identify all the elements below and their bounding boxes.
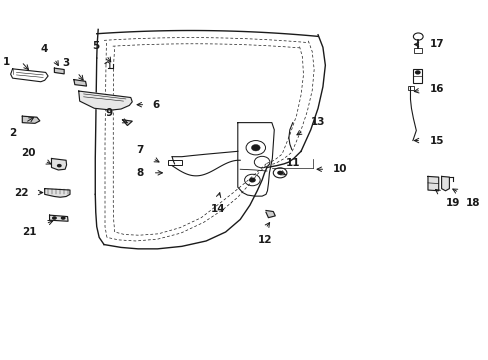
Text: 2: 2 — [9, 128, 17, 138]
Polygon shape — [54, 68, 64, 74]
Text: 9: 9 — [105, 108, 112, 118]
Text: 14: 14 — [211, 204, 225, 215]
Polygon shape — [441, 176, 448, 191]
Polygon shape — [79, 91, 132, 110]
Text: 18: 18 — [465, 198, 479, 208]
Polygon shape — [51, 158, 66, 170]
Text: 1: 1 — [2, 57, 10, 67]
Text: 19: 19 — [445, 198, 459, 208]
Text: 12: 12 — [258, 235, 272, 245]
Text: 20: 20 — [21, 148, 36, 158]
Circle shape — [414, 70, 420, 75]
Text: 13: 13 — [310, 117, 325, 127]
Text: 10: 10 — [332, 164, 347, 174]
Polygon shape — [74, 80, 86, 86]
Polygon shape — [427, 176, 438, 191]
Text: 16: 16 — [429, 84, 444, 94]
Circle shape — [248, 177, 255, 183]
Circle shape — [251, 144, 260, 151]
Text: 5: 5 — [92, 41, 100, 51]
Text: 22: 22 — [14, 188, 28, 198]
Text: 7: 7 — [136, 145, 143, 155]
Text: 4: 4 — [40, 45, 47, 54]
Circle shape — [52, 216, 57, 220]
Text: 6: 6 — [152, 100, 159, 110]
Text: 17: 17 — [429, 40, 444, 49]
Polygon shape — [22, 116, 40, 123]
Circle shape — [61, 216, 65, 220]
Polygon shape — [265, 211, 275, 218]
Text: 11: 11 — [285, 158, 299, 168]
Text: 8: 8 — [136, 168, 143, 178]
Polygon shape — [122, 120, 132, 126]
Bar — [413, 48, 421, 53]
Text: 21: 21 — [22, 226, 37, 237]
Bar — [407, 86, 413, 90]
Polygon shape — [49, 215, 68, 221]
Text: 15: 15 — [429, 136, 444, 145]
Text: 3: 3 — [62, 58, 69, 68]
Bar — [412, 69, 421, 83]
Circle shape — [277, 171, 283, 175]
Bar — [168, 160, 182, 165]
Polygon shape — [44, 189, 70, 197]
Circle shape — [57, 164, 61, 167]
